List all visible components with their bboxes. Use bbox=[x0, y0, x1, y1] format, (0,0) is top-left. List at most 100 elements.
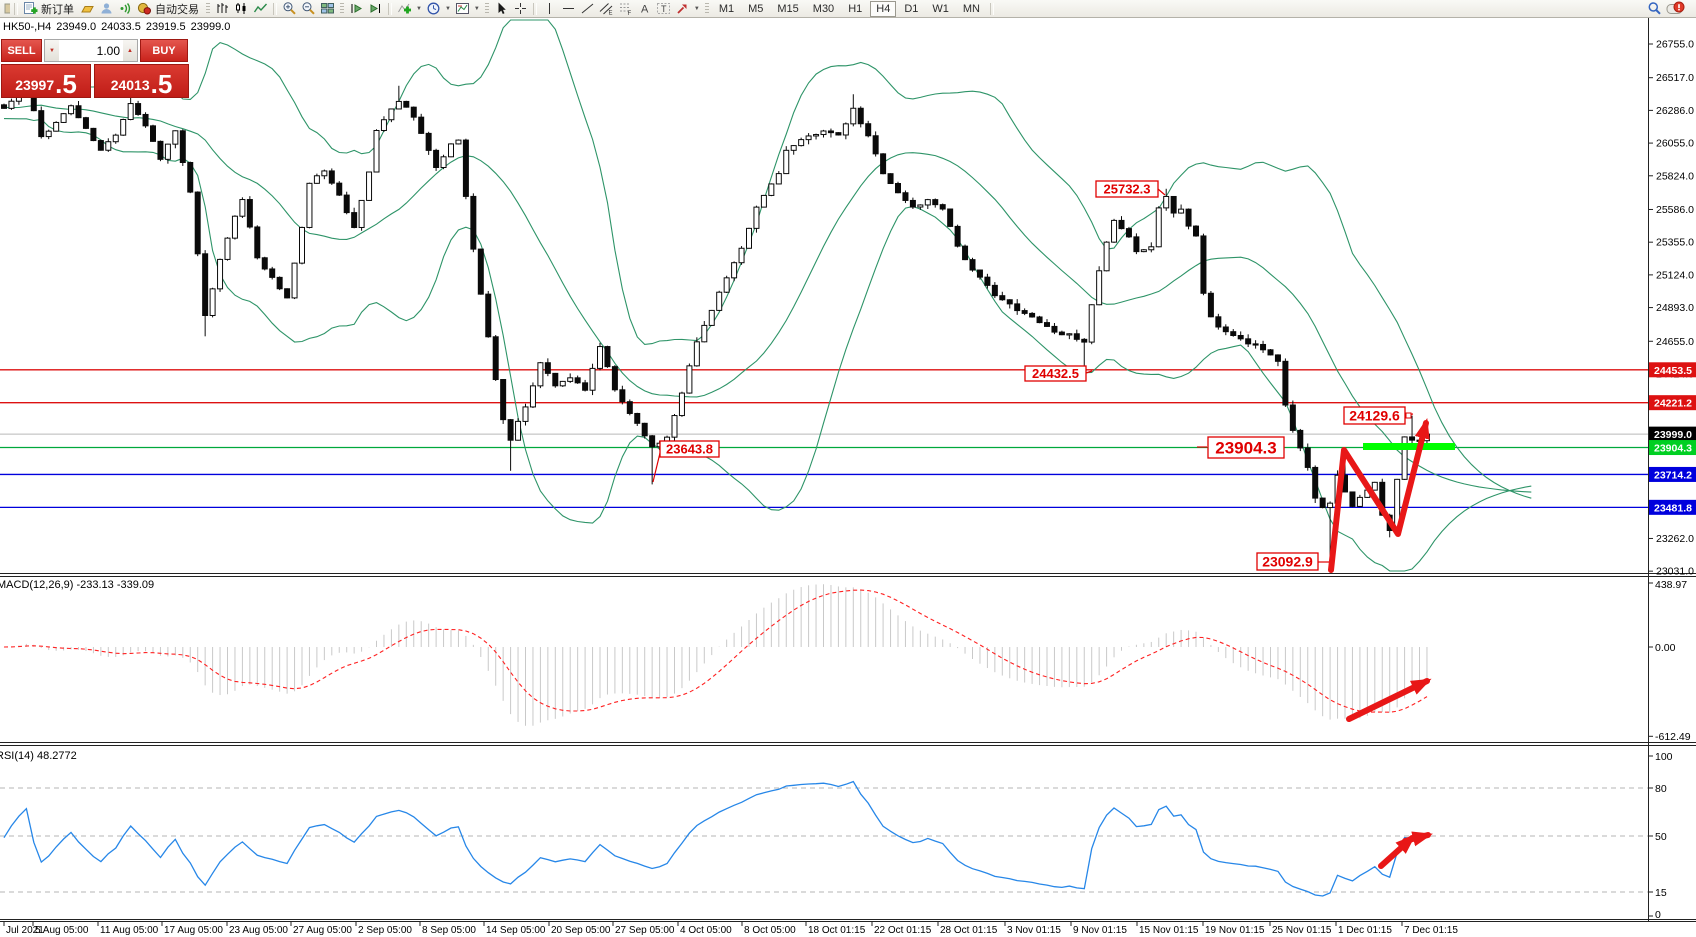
candle-bull bbox=[678, 392, 685, 417]
candlestick-chart-icon[interactable] bbox=[233, 1, 250, 16]
zoom-out-icon[interactable] bbox=[300, 1, 317, 16]
price-label-24432.5[interactable]: 24432.5 bbox=[1024, 365, 1093, 382]
timeframe-MN[interactable]: MN bbox=[962, 2, 980, 15]
price-zigzag-arrow[interactable] bbox=[1328, 418, 1430, 573]
cursor-icon[interactable] bbox=[493, 1, 510, 16]
price-label-23643.8[interactable]: 23643.8 bbox=[652, 440, 720, 483]
price-label-25732.3[interactable]: 25732.3 bbox=[1095, 180, 1166, 198]
candle-bull bbox=[783, 149, 790, 175]
candle-bull bbox=[373, 129, 380, 173]
arrows-dropdown-caret[interactable]: ▼ bbox=[693, 5, 700, 12]
candle-bear bbox=[641, 422, 648, 437]
buy-price-button[interactable]: 24013.5 bbox=[94, 64, 189, 98]
horizontal-line-tool-icon[interactable] bbox=[560, 1, 577, 16]
svg-text:23092.9: 23092.9 bbox=[1262, 554, 1313, 570]
tile-windows-icon[interactable] bbox=[319, 1, 336, 16]
candle-bear bbox=[1200, 235, 1207, 294]
svg-text:23031.0: 23031.0 bbox=[1656, 566, 1694, 578]
macd-indicator-label: MACD(12,26,9) -233.13 -339.09 bbox=[0, 579, 155, 591]
candle-bear bbox=[1222, 326, 1229, 333]
candle-bear bbox=[872, 135, 879, 155]
bar-chart-icon[interactable] bbox=[214, 1, 231, 16]
price-label-24129.6[interactable]: 24129.6 bbox=[1343, 406, 1414, 425]
channel-tool-icon[interactable]: E bbox=[598, 1, 615, 16]
timeframe-D1[interactable]: D1 bbox=[904, 2, 919, 15]
autotrading-icon[interactable] bbox=[136, 1, 153, 16]
candle-bear bbox=[887, 173, 894, 185]
pane-separator[interactable] bbox=[0, 573, 1696, 574]
toolbar-separator bbox=[388, 2, 392, 15]
account-cloud-icon[interactable] bbox=[98, 1, 115, 16]
timeframe-W1[interactable]: W1 bbox=[932, 2, 949, 15]
rsi-arrow-2[interactable] bbox=[1402, 831, 1433, 847]
new-order-icon[interactable] bbox=[22, 1, 39, 16]
timeframe-M5[interactable]: M5 bbox=[748, 2, 764, 15]
volume-input[interactable] bbox=[59, 40, 123, 61]
candle-bear bbox=[90, 127, 97, 142]
search-icon[interactable] bbox=[1646, 1, 1663, 16]
signal-icon[interactable] bbox=[117, 1, 134, 16]
notification-bubble-icon[interactable] bbox=[1665, 1, 1695, 16]
pane-separator[interactable] bbox=[0, 742, 1696, 743]
volume-increase-button[interactable]: ▲ bbox=[123, 40, 137, 61]
candle-bear bbox=[604, 346, 611, 368]
buy-button[interactable]: BUY bbox=[140, 39, 188, 62]
candle-bear bbox=[202, 253, 209, 317]
timeframe-M1[interactable]: M1 bbox=[718, 2, 735, 15]
templates-dropdown-caret[interactable]: ▼ bbox=[473, 5, 480, 12]
sell-price-button[interactable]: 23997.5 bbox=[1, 64, 91, 98]
candle-bear bbox=[485, 293, 492, 338]
candle-bull bbox=[529, 385, 536, 408]
periods-clock-icon[interactable] bbox=[425, 1, 442, 16]
text-tool-icon[interactable]: A bbox=[636, 1, 653, 16]
svg-text:14 Sep 05:00: 14 Sep 05:00 bbox=[486, 925, 546, 936]
candle-bull bbox=[671, 415, 678, 438]
crosshair-icon[interactable] bbox=[512, 1, 529, 16]
candle-bull bbox=[1148, 246, 1155, 251]
candle-bull bbox=[112, 134, 119, 143]
new-order-button[interactable]: 新订单 bbox=[41, 3, 74, 16]
timeframe-H1[interactable]: H1 bbox=[848, 2, 863, 15]
candle-bull bbox=[1327, 502, 1334, 509]
timeframe-H4[interactable]: H4 bbox=[870, 0, 897, 17]
timeframe-M15[interactable]: M15 bbox=[777, 2, 799, 15]
support-zone-bar[interactable] bbox=[1363, 443, 1455, 450]
trendline-tool-icon[interactable] bbox=[579, 1, 596, 16]
svg-text:7 Dec 01:15: 7 Dec 01:15 bbox=[1404, 925, 1458, 936]
pane-separator[interactable] bbox=[0, 745, 1696, 746]
gold-icon[interactable] bbox=[79, 1, 96, 16]
svg-text:23 Aug 05:00: 23 Aug 05:00 bbox=[229, 925, 288, 936]
candle-bull bbox=[820, 130, 827, 136]
pane-separator[interactable] bbox=[0, 576, 1696, 577]
line-chart-icon[interactable] bbox=[252, 1, 269, 16]
price-label-23904.3[interactable]: 23904.3 bbox=[1197, 436, 1285, 459]
arrows-tool-icon[interactable] bbox=[674, 1, 691, 16]
indicators-dropdown-caret[interactable]: ▼ bbox=[416, 5, 422, 12]
timeframe-M30[interactable]: M30 bbox=[812, 2, 835, 15]
zoom-in-icon[interactable] bbox=[281, 1, 298, 16]
chart-shift-icon[interactable] bbox=[367, 1, 384, 16]
macd-arrow[interactable] bbox=[1346, 678, 1432, 722]
auto-scroll-icon[interactable] bbox=[348, 1, 365, 16]
fibonacci-tool-icon[interactable]: F bbox=[617, 1, 634, 16]
vertical-line-tool-icon[interactable] bbox=[541, 1, 558, 16]
autotrading-button[interactable]: 自动交易 bbox=[155, 3, 199, 16]
toolbar-grip bbox=[704, 3, 709, 14]
text-label-tool-icon[interactable]: T bbox=[655, 1, 672, 16]
candle-bull bbox=[231, 215, 238, 239]
candle-bull bbox=[701, 324, 708, 343]
candle-bull bbox=[924, 199, 931, 206]
volume-decrease-button[interactable]: ▼ bbox=[45, 40, 59, 61]
templates-icon[interactable] bbox=[454, 1, 471, 16]
svg-text:23262.0: 23262.0 bbox=[1656, 533, 1694, 545]
periods-dropdown-caret[interactable]: ▼ bbox=[444, 5, 451, 12]
indicators-icon[interactable] bbox=[396, 1, 413, 16]
sell-button[interactable]: SELL bbox=[1, 39, 42, 62]
candle-bull bbox=[321, 170, 328, 177]
buy-price-dec: .5 bbox=[150, 69, 173, 99]
price-label-23092.9[interactable]: 23092.9 bbox=[1256, 552, 1329, 571]
candle-bull bbox=[455, 139, 462, 145]
symbol-period: HK50-,H4 bbox=[3, 21, 52, 33]
